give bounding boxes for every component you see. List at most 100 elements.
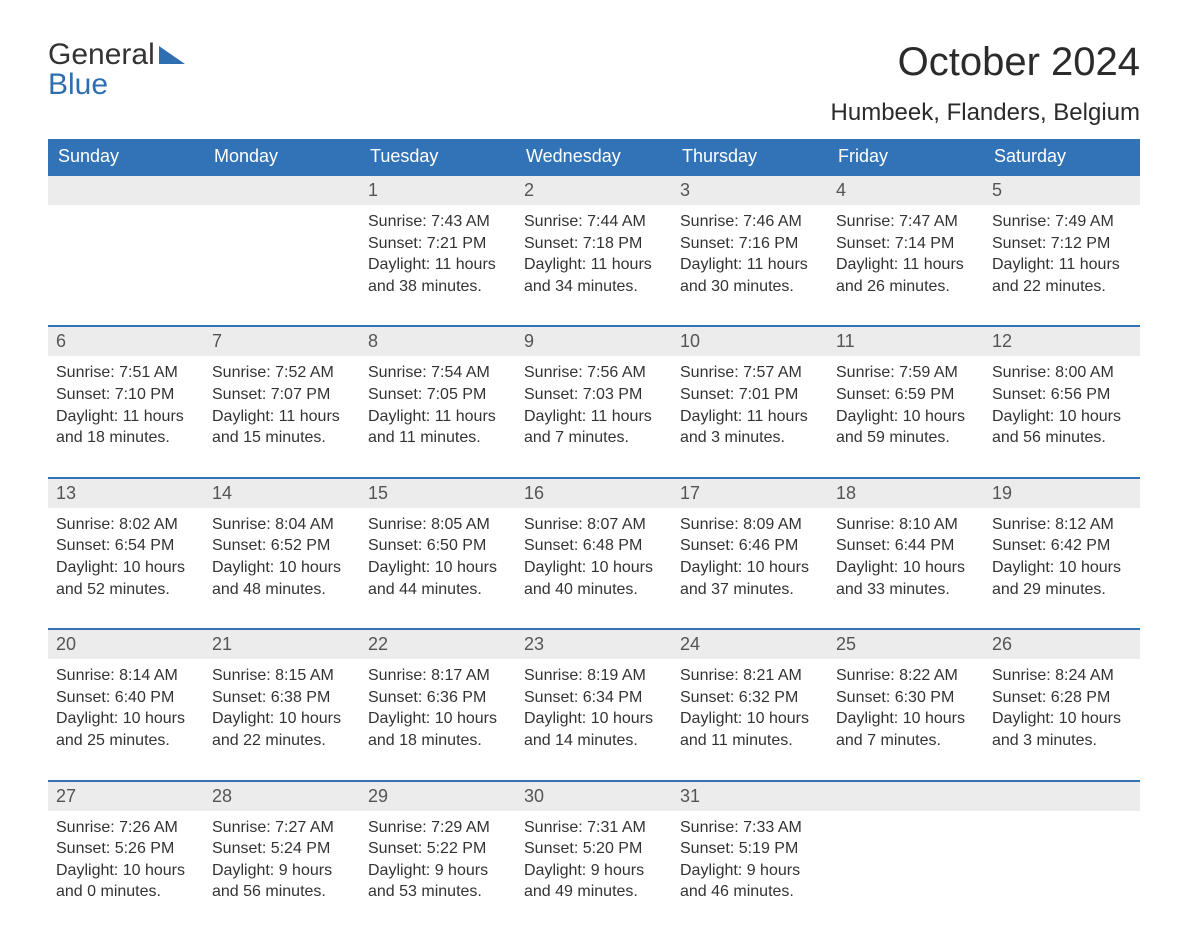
daylight-text: Daylight: 11 hours and 18 minutes. (56, 406, 196, 449)
day-number-cell: 22 (360, 629, 516, 659)
daylight-text: Daylight: 11 hours and 15 minutes. (212, 406, 352, 449)
day-number-row: 20212223242526 (48, 629, 1140, 659)
day-content-cell: Sunrise: 8:19 AMSunset: 6:34 PMDaylight:… (516, 659, 672, 780)
day-content-cell: Sunrise: 7:46 AMSunset: 7:16 PMDaylight:… (672, 205, 828, 326)
location-subtitle: Humbeek, Flanders, Belgium (831, 99, 1140, 127)
day-number-cell: 25 (828, 629, 984, 659)
sunrise-text: Sunrise: 7:33 AM (680, 817, 820, 839)
sunrise-text: Sunrise: 8:17 AM (368, 665, 508, 687)
daylight-text: Daylight: 11 hours and 7 minutes. (524, 406, 664, 449)
day-number-cell (828, 781, 984, 811)
sunset-text: Sunset: 7:03 PM (524, 384, 664, 406)
daylight-text: Daylight: 10 hours and 48 minutes. (212, 557, 352, 600)
brand-line2: Blue (48, 70, 185, 100)
daylight-text: Daylight: 10 hours and 33 minutes. (836, 557, 976, 600)
day-number-cell: 12 (984, 326, 1140, 356)
sunset-text: Sunset: 6:36 PM (368, 687, 508, 709)
sunrise-text: Sunrise: 7:57 AM (680, 362, 820, 384)
day-content-cell (204, 205, 360, 326)
sunrise-text: Sunrise: 8:09 AM (680, 514, 820, 536)
weekday-header: Saturday (984, 139, 1140, 175)
day-number-cell: 8 (360, 326, 516, 356)
sunrise-text: Sunrise: 7:29 AM (368, 817, 508, 839)
sunset-text: Sunset: 6:34 PM (524, 687, 664, 709)
daylight-text: Daylight: 10 hours and 14 minutes. (524, 708, 664, 751)
day-number-cell: 17 (672, 478, 828, 508)
sunrise-text: Sunrise: 7:27 AM (212, 817, 352, 839)
day-number-cell: 19 (984, 478, 1140, 508)
daylight-text: Daylight: 9 hours and 46 minutes. (680, 860, 820, 903)
day-number-cell (204, 175, 360, 205)
sunrise-text: Sunrise: 7:56 AM (524, 362, 664, 384)
day-content-cell: Sunrise: 7:31 AMSunset: 5:20 PMDaylight:… (516, 811, 672, 931)
day-number-cell: 3 (672, 175, 828, 205)
sunset-text: Sunset: 5:24 PM (212, 838, 352, 860)
daylight-text: Daylight: 10 hours and 29 minutes. (992, 557, 1132, 600)
sunset-text: Sunset: 6:54 PM (56, 535, 196, 557)
sunrise-text: Sunrise: 7:52 AM (212, 362, 352, 384)
sunset-text: Sunset: 6:48 PM (524, 535, 664, 557)
day-number-cell: 5 (984, 175, 1140, 205)
sunset-text: Sunset: 5:19 PM (680, 838, 820, 860)
day-content-row: Sunrise: 8:14 AMSunset: 6:40 PMDaylight:… (48, 659, 1140, 780)
day-number-cell: 6 (48, 326, 204, 356)
day-content-cell: Sunrise: 8:22 AMSunset: 6:30 PMDaylight:… (828, 659, 984, 780)
day-content-cell: Sunrise: 8:09 AMSunset: 6:46 PMDaylight:… (672, 508, 828, 629)
sunrise-text: Sunrise: 8:21 AM (680, 665, 820, 687)
sunset-text: Sunset: 6:28 PM (992, 687, 1132, 709)
day-content-cell: Sunrise: 7:56 AMSunset: 7:03 PMDaylight:… (516, 356, 672, 477)
sunset-text: Sunset: 7:10 PM (56, 384, 196, 406)
daylight-text: Daylight: 10 hours and 56 minutes. (992, 406, 1132, 449)
day-content-cell (828, 811, 984, 931)
sunrise-text: Sunrise: 8:00 AM (992, 362, 1132, 384)
sunrise-text: Sunrise: 7:46 AM (680, 211, 820, 233)
sunset-text: Sunset: 6:30 PM (836, 687, 976, 709)
sunrise-text: Sunrise: 7:54 AM (368, 362, 508, 384)
day-number-cell: 18 (828, 478, 984, 508)
day-content-cell: Sunrise: 7:47 AMSunset: 7:14 PMDaylight:… (828, 205, 984, 326)
day-content-row: Sunrise: 7:51 AMSunset: 7:10 PMDaylight:… (48, 356, 1140, 477)
brand-triangle-icon (159, 46, 185, 64)
sunset-text: Sunset: 6:40 PM (56, 687, 196, 709)
brand-line1: General (48, 40, 155, 70)
day-number-cell: 11 (828, 326, 984, 356)
day-content-cell: Sunrise: 7:54 AMSunset: 7:05 PMDaylight:… (360, 356, 516, 477)
day-content-cell: Sunrise: 7:57 AMSunset: 7:01 PMDaylight:… (672, 356, 828, 477)
daylight-text: Daylight: 11 hours and 30 minutes. (680, 254, 820, 297)
sunset-text: Sunset: 6:46 PM (680, 535, 820, 557)
sunrise-text: Sunrise: 8:12 AM (992, 514, 1132, 536)
sunrise-text: Sunrise: 8:10 AM (836, 514, 976, 536)
sunset-text: Sunset: 6:44 PM (836, 535, 976, 557)
daylight-text: Daylight: 10 hours and 40 minutes. (524, 557, 664, 600)
day-number-cell: 2 (516, 175, 672, 205)
daylight-text: Daylight: 10 hours and 52 minutes. (56, 557, 196, 600)
day-number-cell: 14 (204, 478, 360, 508)
sunset-text: Sunset: 6:38 PM (212, 687, 352, 709)
daylight-text: Daylight: 10 hours and 3 minutes. (992, 708, 1132, 751)
weekday-header: Monday (204, 139, 360, 175)
day-number-cell: 20 (48, 629, 204, 659)
day-number-cell: 15 (360, 478, 516, 508)
day-number-cell: 7 (204, 326, 360, 356)
day-number-cell: 21 (204, 629, 360, 659)
weekday-header-row: Sunday Monday Tuesday Wednesday Thursday… (48, 139, 1140, 175)
day-content-cell: Sunrise: 7:49 AMSunset: 7:12 PMDaylight:… (984, 205, 1140, 326)
title-block: October 2024 Humbeek, Flanders, Belgium (831, 40, 1140, 127)
daylight-text: Daylight: 10 hours and 25 minutes. (56, 708, 196, 751)
sunset-text: Sunset: 7:16 PM (680, 233, 820, 255)
sunset-text: Sunset: 6:42 PM (992, 535, 1132, 557)
sunset-text: Sunset: 5:26 PM (56, 838, 196, 860)
day-content-cell: Sunrise: 8:02 AMSunset: 6:54 PMDaylight:… (48, 508, 204, 629)
sunset-text: Sunset: 6:32 PM (680, 687, 820, 709)
sunrise-text: Sunrise: 7:31 AM (524, 817, 664, 839)
day-content-cell: Sunrise: 8:14 AMSunset: 6:40 PMDaylight:… (48, 659, 204, 780)
day-number-cell: 9 (516, 326, 672, 356)
day-number-cell: 24 (672, 629, 828, 659)
calendar-table: Sunday Monday Tuesday Wednesday Thursday… (48, 139, 1140, 931)
sunrise-text: Sunrise: 8:19 AM (524, 665, 664, 687)
day-content-cell: Sunrise: 7:44 AMSunset: 7:18 PMDaylight:… (516, 205, 672, 326)
weekday-header: Thursday (672, 139, 828, 175)
daylight-text: Daylight: 10 hours and 0 minutes. (56, 860, 196, 903)
sunset-text: Sunset: 5:20 PM (524, 838, 664, 860)
day-content-cell: Sunrise: 8:00 AMSunset: 6:56 PMDaylight:… (984, 356, 1140, 477)
